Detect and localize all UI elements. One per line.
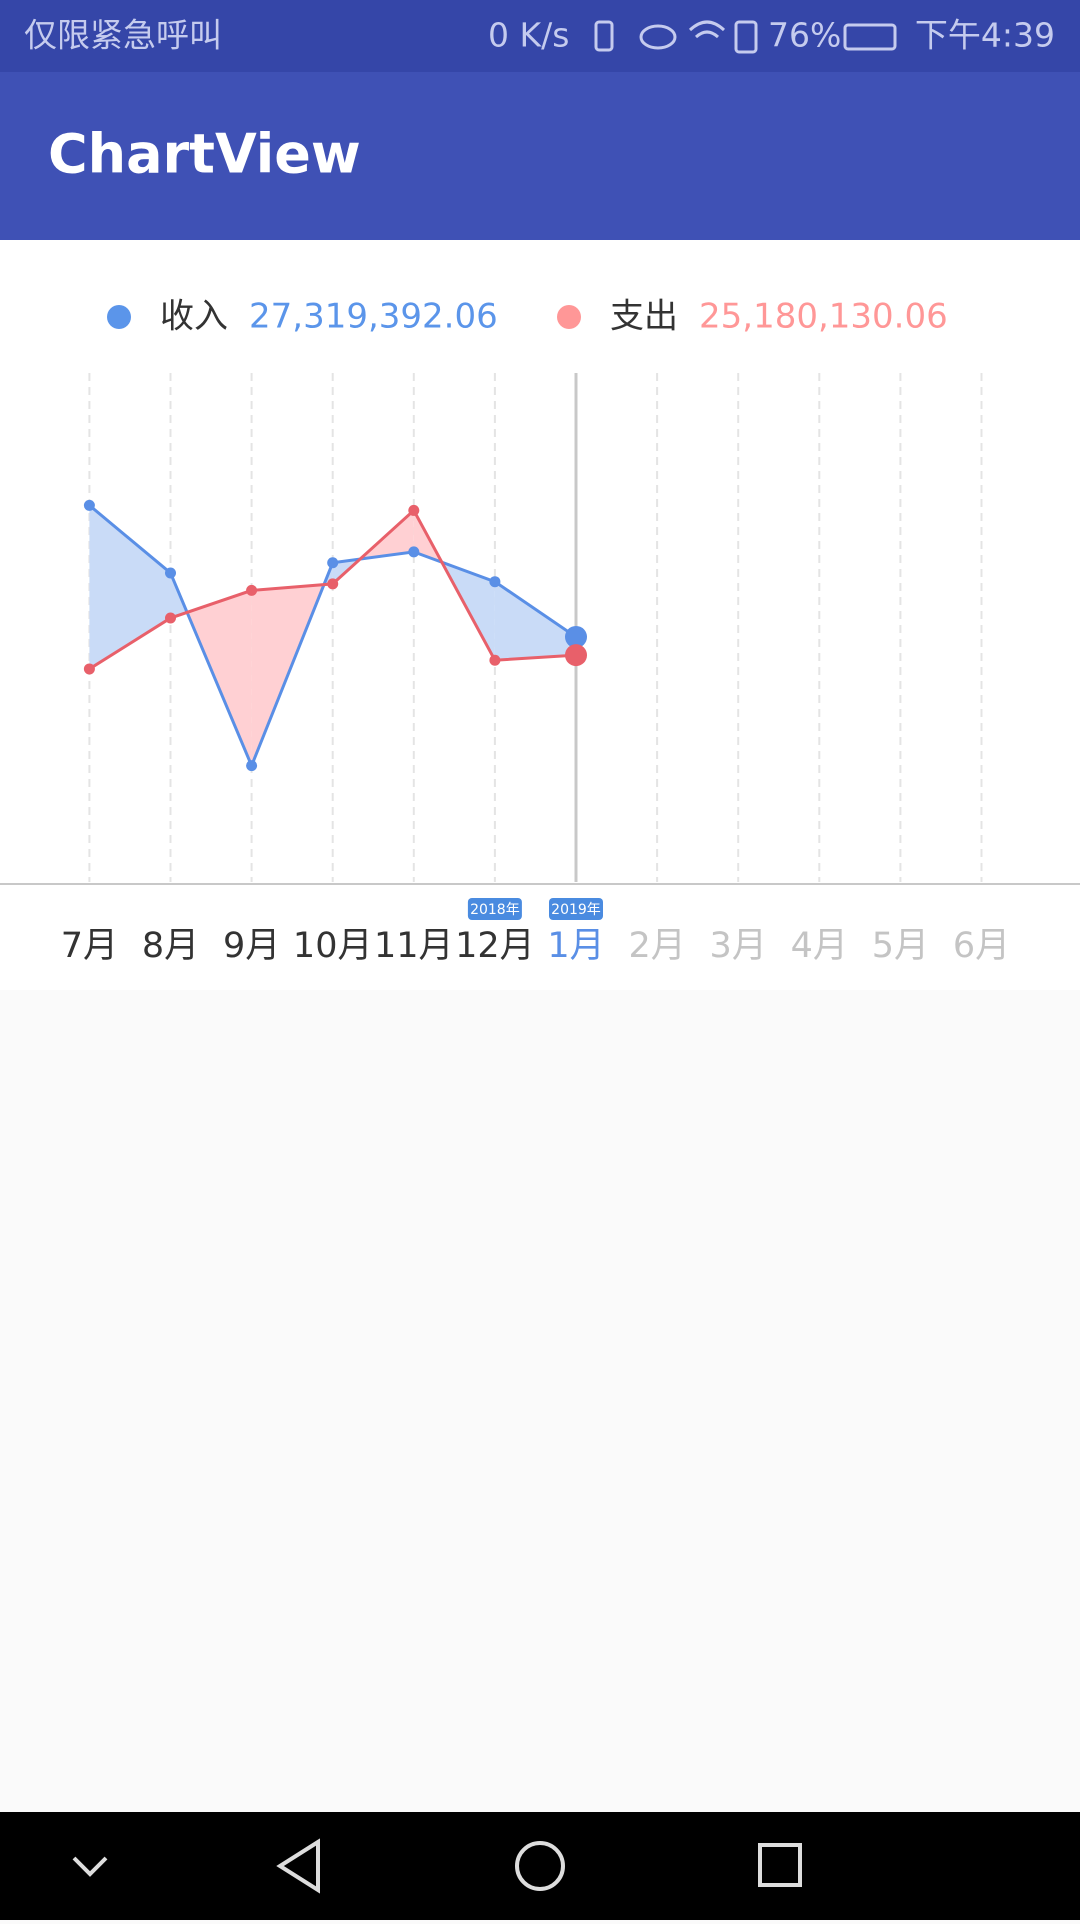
clock: 下午4:39 bbox=[915, 16, 1055, 55]
x-tick-label: 7月 bbox=[61, 926, 118, 966]
x-tick-label: 4月 bbox=[791, 926, 848, 966]
data-point bbox=[83, 663, 95, 675]
year-badge bbox=[549, 898, 603, 920]
data-point bbox=[408, 504, 420, 516]
data-point bbox=[489, 654, 501, 666]
legend-total: 25,180,130.06 bbox=[699, 297, 948, 337]
legend-dot bbox=[557, 305, 581, 329]
year-label: 2018年 bbox=[470, 902, 520, 918]
data-point bbox=[165, 612, 176, 624]
area-fill bbox=[89, 505, 171, 669]
status-bar bbox=[0, 0, 1080, 72]
x-tick-label: 2月 bbox=[628, 926, 685, 966]
nav-down[interactable] bbox=[72, 1856, 108, 1877]
battery-text: 76% bbox=[768, 16, 841, 55]
year-badge bbox=[467, 898, 522, 920]
nav-home[interactable] bbox=[515, 1841, 565, 1891]
data-point bbox=[246, 760, 258, 772]
app-bar bbox=[0, 72, 1080, 240]
data-point bbox=[565, 644, 587, 667]
battery-icon bbox=[843, 23, 897, 51]
x-tick-label: 12月 bbox=[455, 926, 535, 966]
data-point bbox=[489, 576, 501, 588]
legend-dot bbox=[107, 305, 131, 329]
data-point bbox=[327, 578, 339, 590]
net-speed: 0 K/s bbox=[488, 16, 569, 55]
x-tick-label: 1月 bbox=[547, 926, 604, 966]
legend-name: 收入 bbox=[160, 297, 228, 337]
sim-icon bbox=[734, 20, 758, 54]
area-fill bbox=[494, 581, 576, 661]
x-tick-label: 8月 bbox=[142, 926, 199, 966]
data-point bbox=[565, 625, 587, 648]
carrier: 仅限紧急呼叫 bbox=[24, 16, 222, 55]
nav-recent[interactable] bbox=[758, 1843, 802, 1887]
data-point bbox=[246, 584, 258, 596]
year-label: 2019年 bbox=[551, 902, 601, 918]
x-tick-label: 9月 bbox=[223, 926, 280, 966]
wifi-icon bbox=[688, 20, 726, 39]
vibrate-icon bbox=[594, 20, 614, 52]
app-title: ChartView bbox=[48, 123, 361, 186]
legend-total: 27,319,392.06 bbox=[249, 297, 498, 337]
eye-icon bbox=[639, 24, 677, 50]
area-fill bbox=[187, 590, 252, 766]
data-point bbox=[165, 567, 176, 579]
x-tick-label: 3月 bbox=[710, 926, 767, 966]
legend-name: 支出 bbox=[610, 297, 678, 337]
x-tick-label: 5月 bbox=[872, 926, 929, 966]
data-point bbox=[327, 557, 339, 569]
data-point bbox=[408, 546, 420, 558]
x-tick-label: 11月 bbox=[374, 926, 454, 966]
data-point bbox=[83, 499, 95, 511]
nav-bar bbox=[0, 1812, 1080, 1920]
x-tick-label: 6月 bbox=[953, 926, 1010, 966]
x-tick-label: 10月 bbox=[293, 926, 373, 966]
nav-back[interactable] bbox=[276, 1838, 320, 1894]
